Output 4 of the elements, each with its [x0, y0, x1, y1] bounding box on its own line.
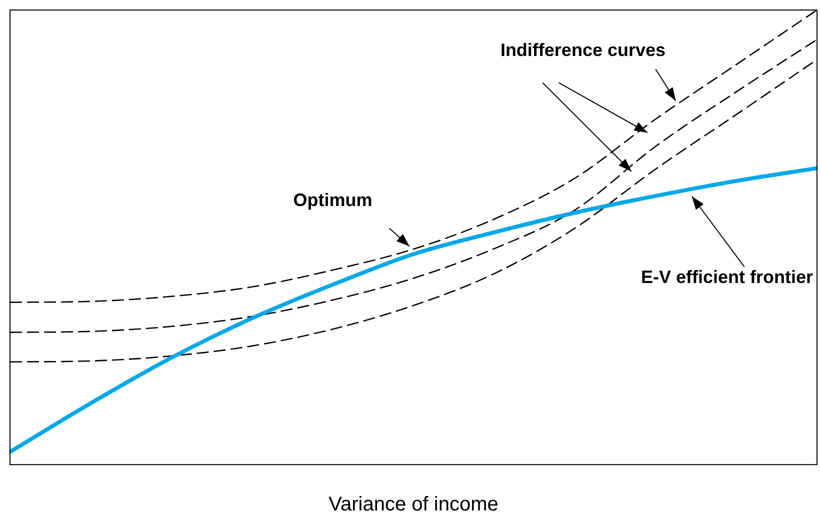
x-axis-title: Variance of income	[328, 494, 498, 516]
annotation: Indifference curves	[500, 40, 666, 60]
annotation: Optimum	[293, 190, 372, 210]
annotation: E-V efficient frontier	[640, 267, 813, 288]
